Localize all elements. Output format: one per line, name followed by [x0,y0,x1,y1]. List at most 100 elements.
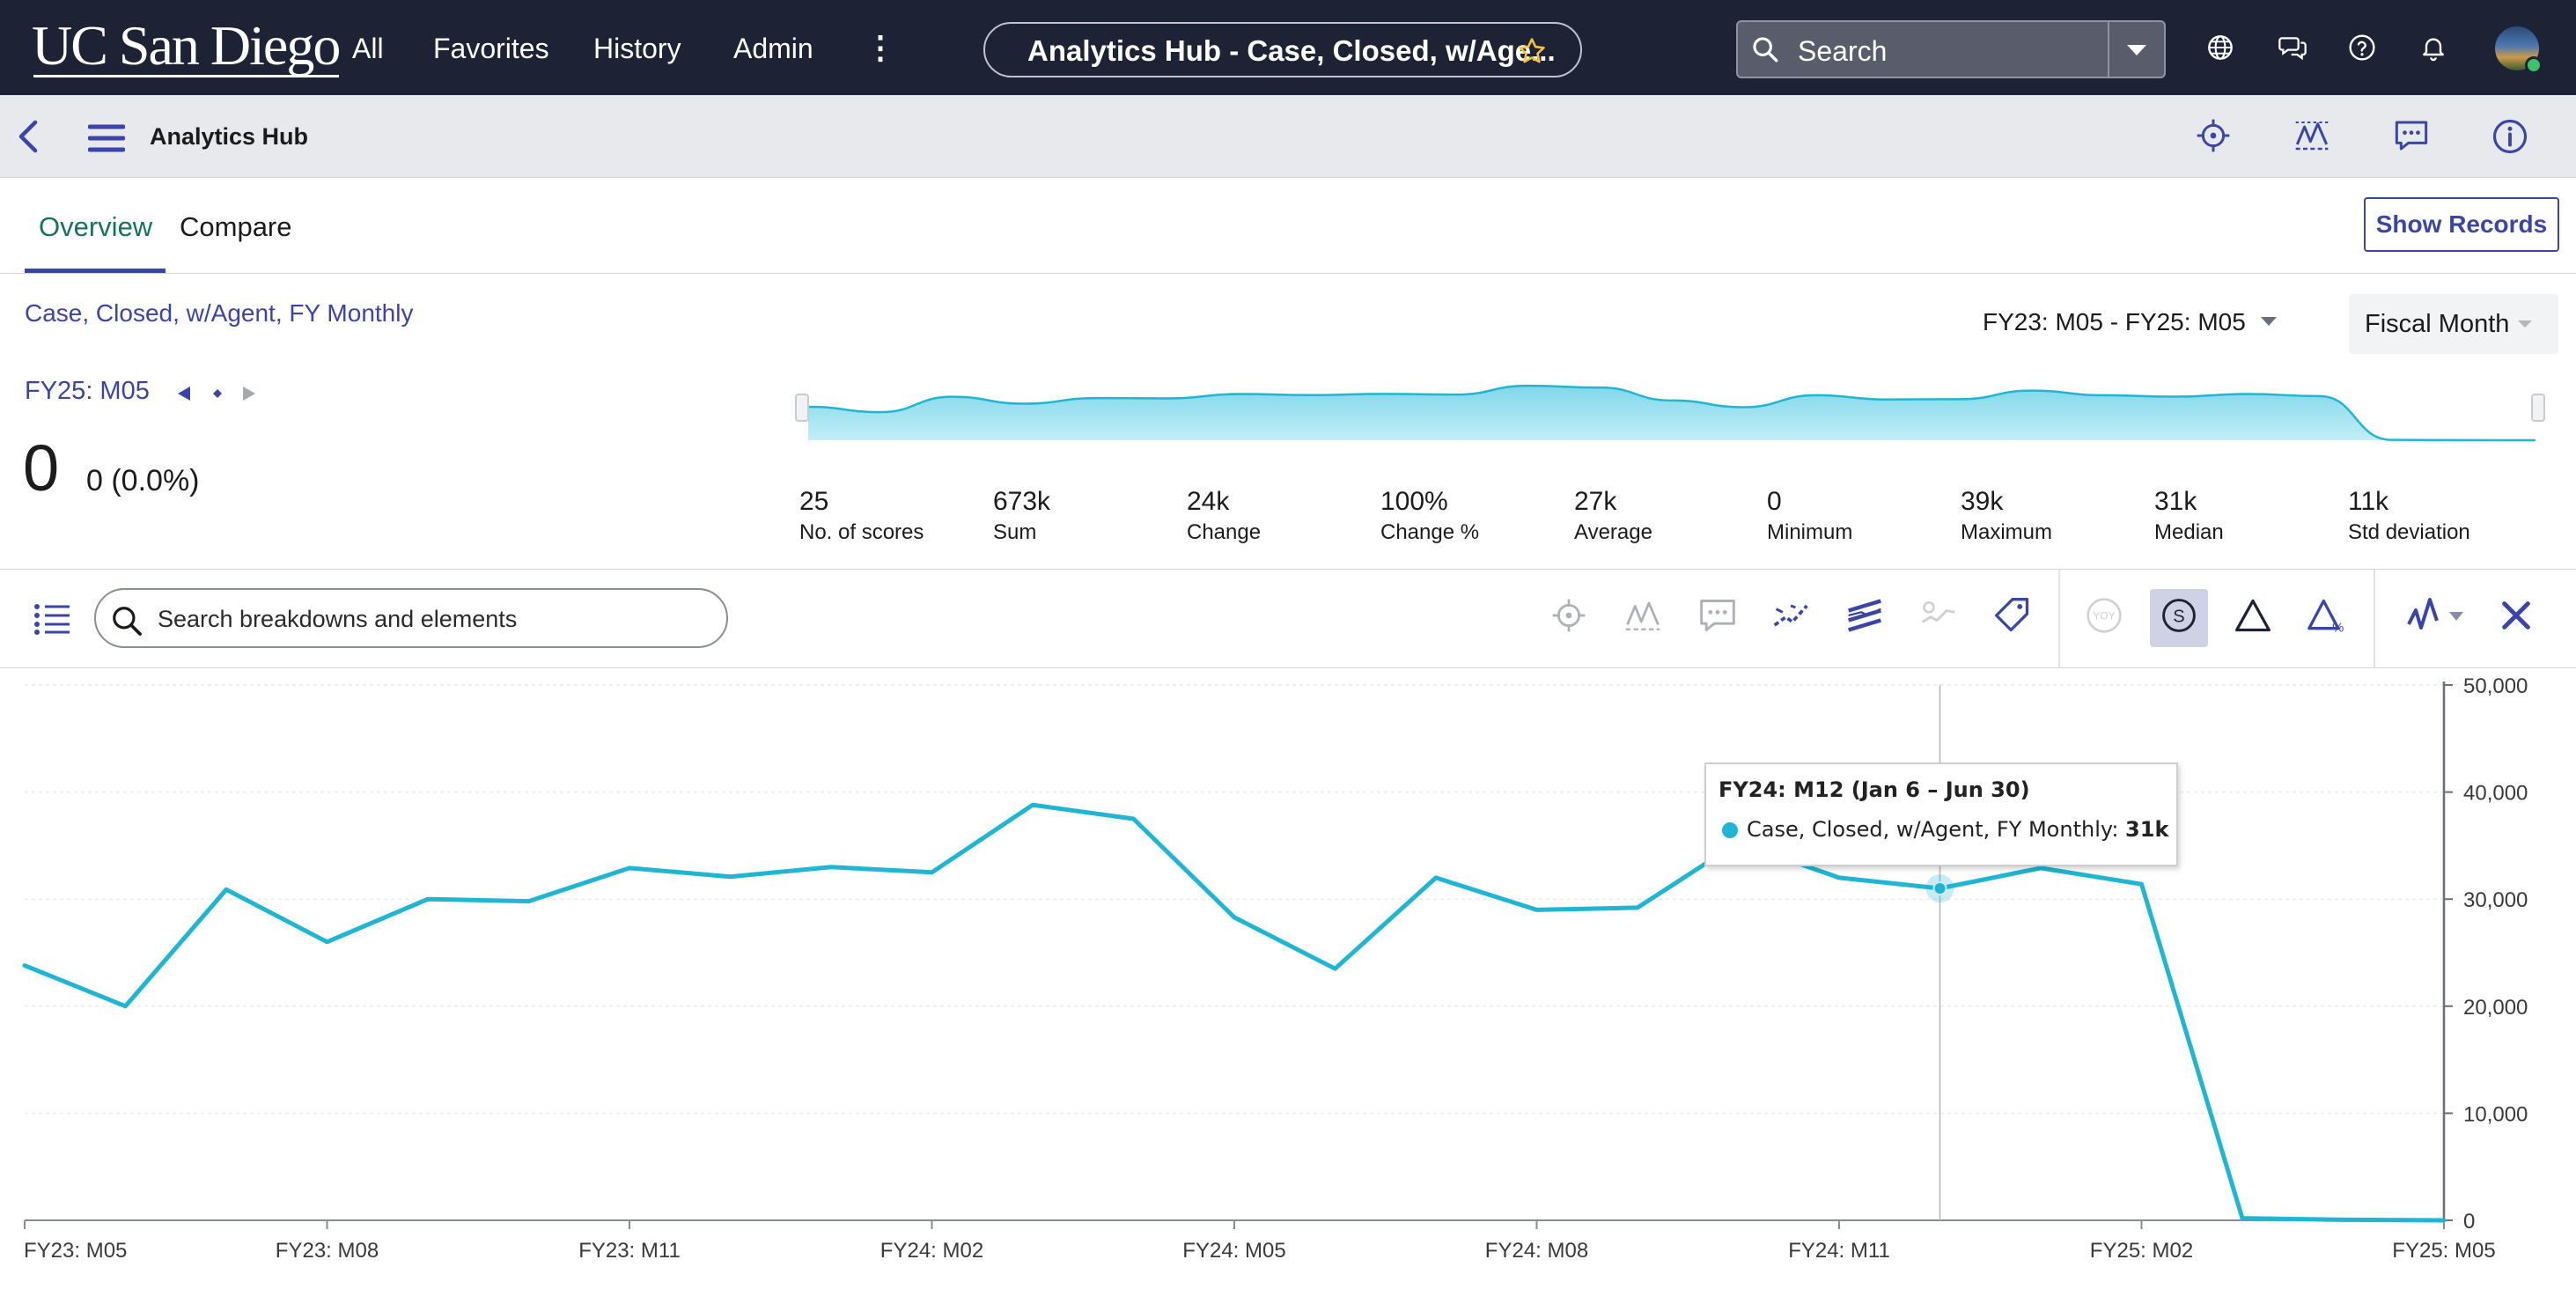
search-divider [2108,22,2109,77]
y-tick-label: 20,000 [2463,996,2528,1020]
y-tick-label: 0 [2463,1210,2475,1234]
svg-text:S: S [2173,607,2184,626]
app-header-bar: Analytics Hub [0,95,2576,178]
current-period-dot-icon[interactable] [208,384,227,403]
data-point [1932,881,1947,896]
sparkline-right-handle [2531,394,2545,422]
forecast-icon[interactable] [1771,596,1810,635]
anomaly-icon[interactable] [1919,596,1958,635]
search-dropdown-icon[interactable] [2125,43,2148,57]
show-records-button[interactable]: Show Records [2364,197,2559,252]
delta-percent-icon[interactable]: % [2307,596,2346,635]
line-chart[interactable]: 0 10,000 20,000 30,000 40,000 50,000 FY23: M0… [0,669,2576,1289]
sparkline-left-handle [795,394,809,422]
search-icon [113,607,142,636]
stat-sum: 673k Sum [993,487,1051,544]
tooltip-value: 31k [2125,817,2169,842]
chart-type-icon[interactable] [2407,596,2467,635]
current-change: 0 (0.0%) [86,464,200,497]
tab-compare[interactable]: Compare [180,211,292,242]
granularity-selector[interactable]: Fiscal Month [2349,294,2558,354]
avatar[interactable] [2495,26,2543,74]
target-icon[interactable] [1551,596,1586,635]
x-tick-label: FY23: M11 [578,1239,681,1263]
help-icon[interactable] [2348,33,2376,62]
stat-change-percent: 100% Change % [1380,487,1480,544]
comment-icon[interactable] [2393,118,2430,153]
overview-sparkline[interactable] [775,361,2550,446]
global-search[interactable]: Search [1736,20,2166,78]
threshold-icon[interactable] [1845,596,1884,635]
y-tick-label: 50,000 [2463,674,2528,698]
y-tick-label: 10,000 [2463,1102,2528,1126]
x-tick-label: FY25: M05 [2392,1239,2495,1263]
series-line-case-closed [22,802,2447,1223]
nav-link-admin[interactable]: Admin [733,33,813,64]
info-icon[interactable] [2491,118,2528,155]
current-period-label[interactable]: FY25: M05 [25,377,150,405]
chat-icon[interactable] [2278,33,2307,62]
search-icon [1753,37,1778,63]
previous-period-icon[interactable] [174,384,194,403]
sparkline-area [808,386,2536,440]
context-title: Analytics Hub - Case, Closed, w/Age... [1027,34,1556,67]
top-navigation-bar: UC San Diego All Favorites History Admin… [0,0,2576,95]
date-range-dropdown-icon[interactable] [2259,315,2278,328]
sum-toggle-selected[interactable] [2150,589,2208,647]
tag-icon[interactable] [1993,596,2032,635]
stat-median: 31k Median [2154,487,2224,544]
stat-count: 25 No. of scores [799,487,924,544]
target-icon[interactable] [2196,118,2231,153]
breakdown-list-icon[interactable] [33,603,70,635]
granularity-value: Fiscal Month [2365,310,2510,338]
context-title-pill[interactable]: Analytics Hub - Case, Closed, w/Age... [983,22,1582,77]
breakdown-search-input[interactable]: Search breakdowns and elements [158,606,518,632]
svg-text:%: % [2332,621,2344,635]
svg-text:YOY: YOY [2093,610,2115,622]
x-tick-label: FY23: M05 [24,1239,127,1263]
nav-link-history[interactable]: History [593,33,681,64]
active-tab-indicator [25,269,166,273]
favorite-star-icon[interactable] [1517,36,1547,66]
tooltip-series-line: Case, Closed, w/Agent, FY Monthly: 31k [1747,817,2169,842]
nav-link-favorites[interactable]: Favorites [433,33,549,64]
more-menu-icon[interactable]: ⋮ [865,29,896,65]
y-tick-label: 40,000 [2463,782,2528,806]
uc-san-diego-logo[interactable]: UC San Diego [32,14,341,77]
stat-std-deviation: 11k Std deviation [2348,487,2470,544]
stat-minimum: 0 Minimum [1767,487,1853,544]
current-value: 0 [23,431,60,505]
tab-overview[interactable]: Overview [39,211,153,242]
tabs-divider [0,273,2576,274]
close-icon[interactable] [2499,596,2534,635]
online-status-dot [2525,56,2543,74]
x-tick-label: FY23: M08 [276,1239,379,1263]
y-tick-label: 30,000 [2463,888,2528,912]
back-arrow-icon[interactable] [16,120,42,153]
trend-icon[interactable] [1624,596,1661,635]
app-title: Analytics Hub [150,123,309,150]
metric-name-link[interactable]: Case, Closed, w/Agent, FY Monthly [25,299,414,327]
next-period-icon[interactable] [239,384,259,403]
stat-change: 24k Change [1187,487,1262,544]
sparkline-line [807,384,2536,442]
comment-icon[interactable] [1698,596,1737,635]
x-tick-label: FY24: M02 [880,1239,983,1263]
delta-icon[interactable] [2234,596,2272,635]
nav-link-all[interactable]: All [352,33,384,64]
hamburger-menu-icon[interactable] [88,123,125,153]
x-tick-label: FY25: M02 [2090,1239,2193,1263]
yoy-icon[interactable]: YOY [2085,596,2123,635]
x-tick-label: FY24: M11 [1788,1239,1890,1263]
globe-icon[interactable] [2206,33,2234,62]
sum-icon[interactable]: S [2160,596,2198,635]
summary-divider [0,569,2576,570]
trend-icon[interactable] [2294,118,2329,153]
granularity-dropdown-icon [2518,320,2532,328]
date-range-selector[interactable]: FY23: M05 - FY25: M05 [1983,308,2246,335]
x-tick-label: FY24: M05 [1182,1239,1285,1263]
breakdown-search[interactable]: Search breakdowns and elements [94,588,728,648]
search-input[interactable]: Search [1798,35,1888,67]
bell-icon[interactable] [2419,33,2447,62]
chart-toolbar: Search breakdowns and elements YOY S % [0,570,2576,668]
